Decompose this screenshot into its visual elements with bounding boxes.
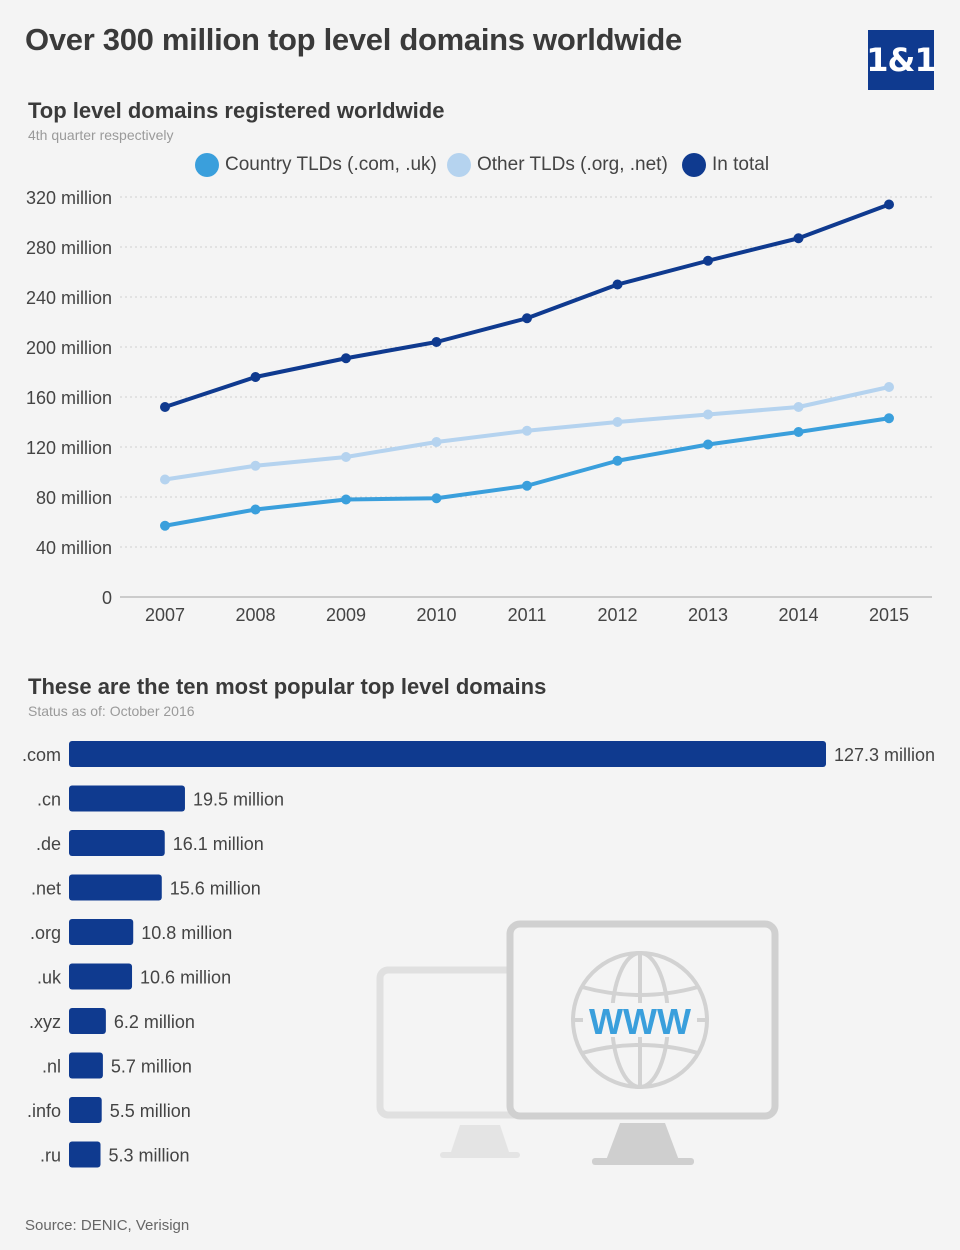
bar <box>69 1097 102 1123</box>
data-point <box>250 372 261 382</box>
data-point <box>341 452 351 462</box>
x-tick-label: 2007 <box>145 605 185 625</box>
y-tick-label: 80 million <box>36 488 112 508</box>
bar-value-label: 19.5 million <box>193 790 284 810</box>
www-label: WWW <box>589 1001 691 1042</box>
data-point <box>884 199 894 210</box>
bar-value-label: 15.6 million <box>170 879 261 899</box>
data-point <box>703 409 713 420</box>
bar-value-label: 5.3 million <box>109 1146 190 1166</box>
bar-value-label: 5.5 million <box>110 1101 191 1121</box>
bar <box>69 830 165 856</box>
bar <box>69 874 162 901</box>
data-point <box>612 455 623 466</box>
bar-category-label: .uk <box>37 968 62 988</box>
data-point <box>522 313 532 324</box>
bar-category-label: .ru <box>40 1146 61 1166</box>
y-tick-label: 160 million <box>26 388 112 408</box>
data-point <box>160 402 170 412</box>
bar-category-label: .nl <box>42 1057 61 1077</box>
series-line <box>163 202 891 409</box>
x-tick-label: 2011 <box>508 605 547 625</box>
bar-chart-title: These are the ten most popular top level… <box>28 674 547 699</box>
brand-logo: 1&1 <box>866 30 937 90</box>
data-point <box>522 425 532 436</box>
bar-value-label: 10.8 million <box>141 923 232 943</box>
bar <box>69 919 134 945</box>
y-tick-label: 200 million <box>26 338 112 358</box>
data-point <box>703 255 713 266</box>
legend-dot-icon <box>447 153 471 177</box>
bar-value-label: 127.3 million <box>834 745 935 765</box>
bar-category-label: .info <box>27 1101 61 1121</box>
legend-item-total: In total <box>682 153 769 177</box>
bar-chart: .com 127.3 million .cn 19.5 million .de 16.1 … <box>22 741 935 1168</box>
data-point <box>522 480 532 491</box>
y-tick-label: 240 million <box>26 288 112 308</box>
data-point <box>341 353 351 364</box>
bar <box>69 741 826 767</box>
bar-category-label: .cn <box>37 790 61 810</box>
data-point <box>160 474 170 485</box>
legend-label: Other TLDs (.org, .net) <box>477 154 668 175</box>
bar <box>69 1008 106 1034</box>
data-point <box>341 494 351 505</box>
legend-item-other: Other TLDs (.org, .net) <box>447 153 668 177</box>
x-tick-label: 2009 <box>326 605 366 625</box>
y-tick-label: 120 million <box>26 438 112 458</box>
bar-category-label: .com <box>22 745 61 765</box>
x-tick-label: 2014 <box>778 605 818 625</box>
bar <box>69 1141 101 1168</box>
data-point <box>884 413 894 424</box>
data-point <box>793 233 804 244</box>
legend-label: Country TLDs (.com, .uk) <box>225 154 437 175</box>
data-point <box>884 382 894 392</box>
x-tick-label: 2010 <box>416 605 456 625</box>
legend-label: In total <box>712 154 770 175</box>
line-chart-title: Top level domains registered worldwide <box>28 98 445 123</box>
line-chart-legend: Country TLDs (.com, .uk) Other TLDs (.or… <box>0 153 960 181</box>
data-point <box>793 427 804 437</box>
x-tick-label: 2015 <box>869 605 909 625</box>
x-tick-label: 2008 <box>235 605 275 625</box>
y-tick-label: 40 million <box>36 538 112 558</box>
data-point <box>431 437 442 447</box>
y-tick-label: 320 million <box>26 188 112 208</box>
line-chart: 0 40 million 80 million 120 million 160 mill… <box>26 188 932 625</box>
bar <box>69 1052 103 1079</box>
data-point <box>250 504 261 515</box>
bar-value-label: 6.2 million <box>114 1012 195 1032</box>
x-tick-label: 2013 <box>688 605 728 625</box>
line-chart-subtitle: 4th quarter respectively <box>28 127 174 143</box>
bar-value-label: 10.6 million <box>140 968 231 988</box>
bar-chart-subtitle: Status as of: October 2016 <box>28 703 195 719</box>
bar <box>69 963 133 990</box>
data-point <box>612 417 623 427</box>
www-monitor-icon: WWW <box>376 920 779 1165</box>
bar <box>69 785 185 812</box>
data-point <box>431 337 442 347</box>
legend-dot-icon <box>195 153 219 177</box>
source-note: Source: DENIC, Verisign <box>25 1217 190 1234</box>
bar-value-label: 5.7 million <box>111 1057 192 1077</box>
bar-value-label: 16.1 million <box>173 834 264 854</box>
data-point <box>431 493 442 504</box>
data-point <box>793 402 804 412</box>
bar-category-label: .xyz <box>29 1012 61 1032</box>
legend-item-country: Country TLDs (.com, .uk) <box>195 153 437 177</box>
page-title: Over 300 million top level domains world… <box>25 22 682 57</box>
y-tick-label: 280 million <box>26 238 112 258</box>
data-point <box>703 439 713 450</box>
legend-dot-icon <box>682 153 706 177</box>
x-tick-label: 2012 <box>597 605 637 625</box>
data-point <box>612 279 623 290</box>
bar-category-label: .org <box>30 923 61 943</box>
data-point <box>250 460 261 471</box>
data-point <box>160 520 170 531</box>
bar-category-label: .de <box>36 834 61 854</box>
y-tick-label: 0 <box>102 588 112 608</box>
bar-category-label: .net <box>31 879 61 899</box>
